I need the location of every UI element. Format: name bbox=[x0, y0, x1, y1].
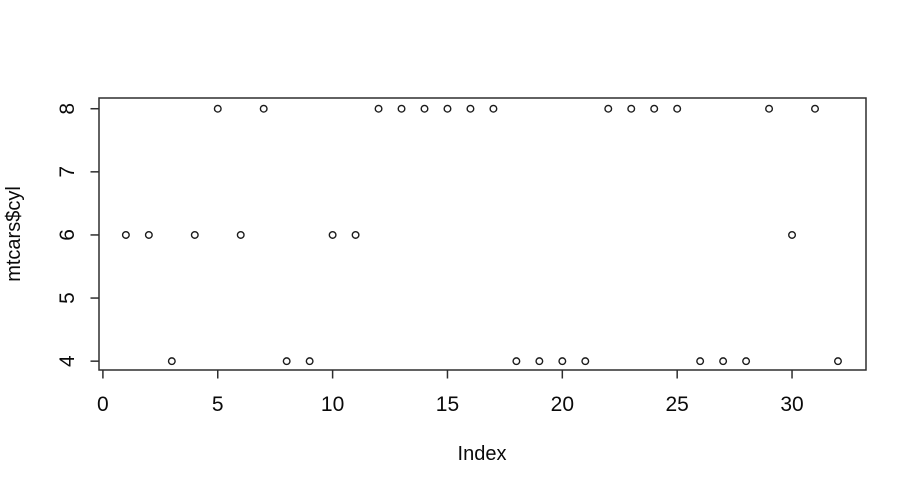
y-axis-tick-label: 5 bbox=[56, 292, 79, 304]
data-point bbox=[742, 357, 751, 366]
data-point bbox=[420, 104, 429, 113]
data-point bbox=[305, 357, 314, 366]
x-axis-tick-label: 20 bbox=[551, 393, 574, 416]
y-axis-label: mtcars$cyl bbox=[3, 186, 25, 282]
plot-box bbox=[98, 97, 867, 371]
data-point bbox=[466, 104, 475, 113]
y-axis-tick-label: 6 bbox=[56, 229, 79, 241]
data-point bbox=[788, 230, 797, 239]
x-axis-tick-label: 10 bbox=[321, 393, 344, 416]
data-point bbox=[627, 104, 636, 113]
data-point bbox=[397, 104, 406, 113]
x-axis-label: Index bbox=[457, 443, 507, 465]
data-point bbox=[282, 357, 291, 366]
data-point bbox=[581, 357, 590, 366]
x-axis-tick-label: 5 bbox=[212, 393, 224, 416]
data-point bbox=[558, 357, 567, 366]
data-point bbox=[765, 104, 774, 113]
data-point bbox=[351, 230, 360, 239]
data-point bbox=[213, 104, 222, 113]
data-point bbox=[121, 230, 130, 239]
data-point bbox=[535, 357, 544, 366]
data-point bbox=[328, 230, 337, 239]
data-point bbox=[489, 104, 498, 113]
y-axis-tick-label: 8 bbox=[56, 103, 79, 115]
data-point bbox=[144, 230, 153, 239]
data-point bbox=[650, 104, 659, 113]
data-point bbox=[374, 104, 383, 113]
data-point bbox=[443, 104, 452, 113]
data-point bbox=[259, 104, 268, 113]
data-point bbox=[696, 357, 705, 366]
data-point bbox=[190, 230, 199, 239]
data-point bbox=[604, 104, 613, 113]
data-point bbox=[833, 357, 842, 366]
data-point bbox=[719, 357, 728, 366]
data-point bbox=[512, 357, 521, 366]
x-axis-tick-label: 30 bbox=[780, 393, 803, 416]
data-point bbox=[236, 230, 245, 239]
data-point bbox=[167, 357, 176, 366]
data-point bbox=[673, 104, 682, 113]
data-point bbox=[811, 104, 820, 113]
x-axis-tick-label: 15 bbox=[436, 393, 459, 416]
y-axis-tick-label: 4 bbox=[56, 355, 79, 367]
y-axis-tick-label: 7 bbox=[56, 166, 79, 178]
x-axis-tick-label: 25 bbox=[665, 393, 688, 416]
x-axis-tick-label: 0 bbox=[97, 393, 109, 416]
